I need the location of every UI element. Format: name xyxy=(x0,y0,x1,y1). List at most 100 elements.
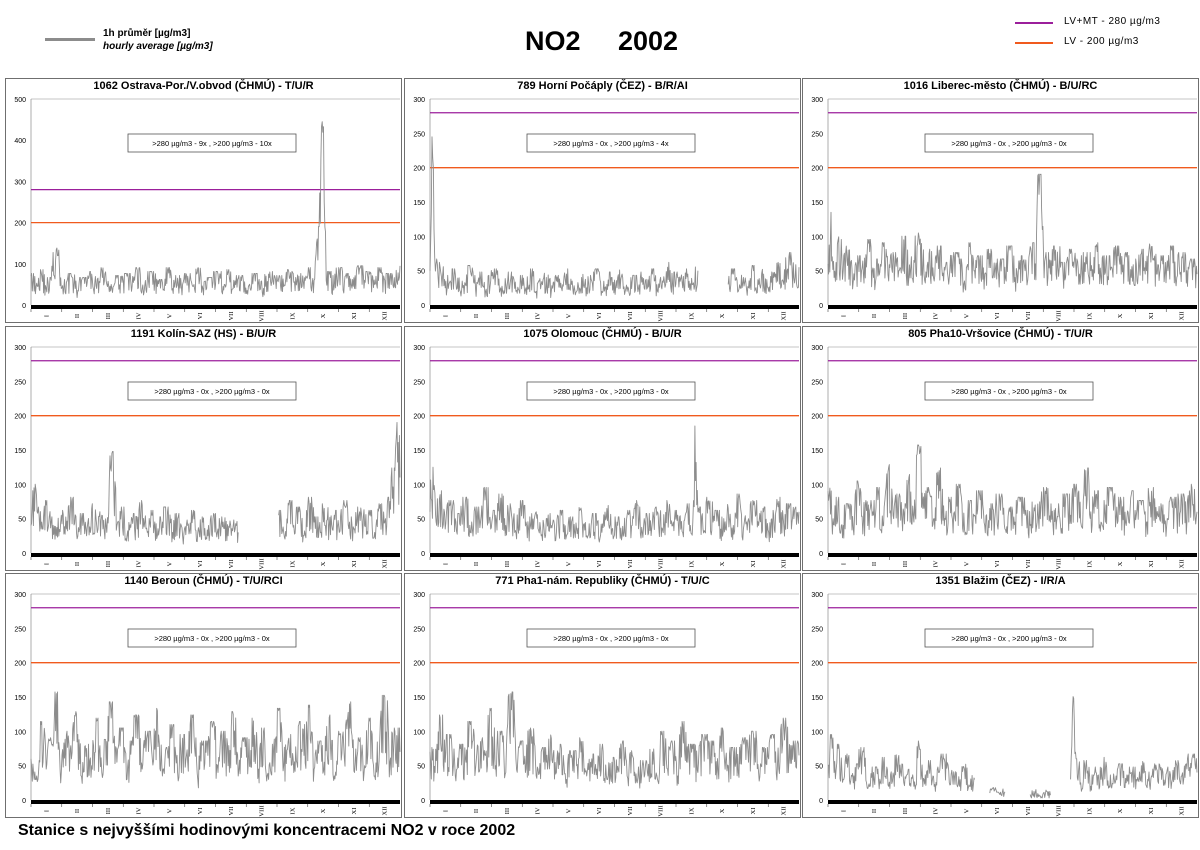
y-tick-label: 300 xyxy=(413,97,425,104)
x-tick-label: III xyxy=(504,808,511,815)
x-tick-label: III xyxy=(902,808,909,815)
x-axis-bar xyxy=(828,553,1197,557)
x-tick-label: XII xyxy=(1179,559,1186,568)
limit-legend-item-280: LV+MT - 280 µg/m3 xyxy=(1012,16,1192,30)
y-tick-label: 300 xyxy=(14,592,26,599)
x-tick-label: I xyxy=(840,315,847,317)
x-tick-label: II xyxy=(871,314,878,318)
x-tick-label: VII xyxy=(1025,312,1032,321)
y-tick-label: 100 xyxy=(811,482,823,489)
x-axis-bar xyxy=(31,553,400,557)
y-tick-label: 300 xyxy=(14,179,26,186)
x-tick-label: IX xyxy=(1086,312,1093,319)
y-tick-label: 100 xyxy=(811,234,823,241)
x-tick-label: II xyxy=(473,809,480,813)
x-tick-label: V xyxy=(166,313,173,318)
x-tick-label: II xyxy=(871,809,878,813)
x-tick-label: III xyxy=(105,561,112,568)
x-tick-label: IX xyxy=(688,312,695,319)
series-line xyxy=(989,787,1006,797)
y-tick-label: 50 xyxy=(18,517,26,524)
chart-title: 1191 Kolín-SAZ (HS) - B/U/R xyxy=(130,328,277,340)
x-tick-label: I xyxy=(840,810,847,812)
y-tick-label: 200 xyxy=(811,414,823,421)
y-tick-label: 0 xyxy=(421,798,425,805)
x-tick-label: III xyxy=(105,808,112,815)
x-tick-label: VI xyxy=(197,808,204,815)
series-line xyxy=(30,691,401,789)
annotation-box xyxy=(924,133,1094,153)
x-tick-label: IV xyxy=(535,560,542,567)
x-tick-label: III xyxy=(105,313,112,320)
x-tick-label: VI xyxy=(994,808,1001,815)
x-tick-label: I xyxy=(442,563,449,565)
x-tick-label: XI xyxy=(1148,808,1155,815)
y-tick-label: 250 xyxy=(413,131,425,138)
x-tick-label: VII xyxy=(627,807,634,816)
x-tick-label: V xyxy=(565,561,572,566)
x-tick-label: IX xyxy=(289,807,296,814)
y-tick-label: 200 xyxy=(413,661,425,668)
x-tick-label: VIII xyxy=(259,558,266,569)
y-tick-label: 0 xyxy=(22,303,26,310)
chart-title: 1016 Liberec-město (ČHMÚ) - B/U/RC xyxy=(903,80,1098,92)
series-legend-line2: hourly average [µg/m3] xyxy=(103,41,213,52)
x-axis-bar xyxy=(31,305,400,309)
x-tick-label: XI xyxy=(351,808,358,815)
y-tick-label: 0 xyxy=(22,551,26,558)
y-tick-label: 150 xyxy=(14,695,26,702)
annotation-text: >280 µg/m3 - 0x , >200 µg/m3 - 0x xyxy=(951,634,1067,643)
series-line xyxy=(827,173,1198,293)
x-tick-label: IV xyxy=(933,312,940,319)
x-tick-label: XII xyxy=(382,559,389,568)
y-tick-label: 150 xyxy=(811,695,823,702)
x-tick-label: IV xyxy=(535,312,542,319)
x-tick-label: IX xyxy=(688,807,695,814)
x-tick-label: VIII xyxy=(259,310,266,321)
x-tick-label: III xyxy=(504,313,511,320)
y-tick-label: 500 xyxy=(14,97,26,104)
x-tick-label: I xyxy=(442,315,449,317)
x-tick-label: VII xyxy=(1025,560,1032,569)
y-tick-label: 50 xyxy=(417,764,425,771)
x-tick-label: II xyxy=(74,562,81,566)
chart-panel-blazim: 1351 Blažim (ČEZ) - I/R/A 0 50 100 150 200 25… xyxy=(802,573,1199,818)
y-tick-label: 150 xyxy=(413,695,425,702)
series-legend-line1: 1h průměr [µg/m3] xyxy=(103,28,191,39)
y-tick-label: 150 xyxy=(811,448,823,455)
x-tick-label: X xyxy=(719,808,726,813)
x-tick-label: V xyxy=(565,808,572,813)
series-line xyxy=(827,733,976,792)
x-tick-label: VIII xyxy=(658,805,665,816)
x-tick-label: VIII xyxy=(1056,805,1063,816)
x-tick-label: IV xyxy=(535,807,542,814)
y-tick-label: 300 xyxy=(811,97,823,104)
y-tick-label: 300 xyxy=(811,345,823,352)
x-tick-label: VI xyxy=(197,313,204,320)
annotation-box xyxy=(526,133,696,153)
chart-panel-ostrava: 1062 Ostrava-Por./V.obvod (ČHMÚ) - T/U/R… xyxy=(5,78,402,323)
annotation-box xyxy=(526,628,696,648)
x-tick-label: IV xyxy=(136,312,143,319)
annotation-text: >280 µg/m3 - 0x , >200 µg/m3 - 0x xyxy=(951,387,1067,396)
y-tick-label: 150 xyxy=(413,200,425,207)
chart-title: 1062 Ostrava-Por./V.obvod (ČHMÚ) - T/U/R xyxy=(93,80,314,92)
y-tick-label: 200 xyxy=(811,166,823,173)
series-line xyxy=(30,121,401,299)
x-tick-label: XII xyxy=(382,311,389,320)
x-tick-label: V xyxy=(963,808,970,813)
x-tick-label: V xyxy=(963,561,970,566)
x-axis-bar xyxy=(430,553,799,557)
y-tick-label: 50 xyxy=(815,269,823,276)
x-tick-label: VII xyxy=(228,807,235,816)
y-tick-label: 150 xyxy=(14,448,26,455)
x-tick-label: XI xyxy=(351,561,358,568)
x-tick-label: IV xyxy=(933,807,940,814)
annotation-box xyxy=(924,628,1094,648)
chart-panel-olomouc: 1075 Olomouc (ČHMÚ) - B/U/R 0 50 100 150 200… xyxy=(404,326,801,571)
x-tick-label: X xyxy=(1117,561,1124,566)
y-tick-label: 50 xyxy=(815,517,823,524)
x-tick-label: I xyxy=(43,563,50,565)
